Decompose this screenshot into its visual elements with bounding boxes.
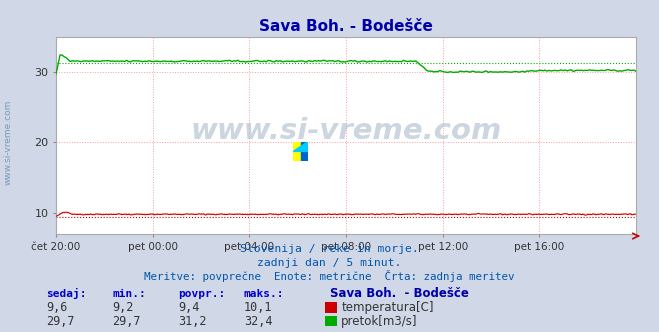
Text: Sava Boh.  - Bodešče: Sava Boh. - Bodešče (330, 287, 469, 300)
Text: 10,1: 10,1 (244, 301, 272, 314)
Bar (293, 142, 301, 161)
Text: povpr.:: povpr.: (178, 289, 225, 299)
Text: www.si-vreme.com: www.si-vreme.com (190, 117, 501, 145)
Text: 29,7: 29,7 (46, 315, 74, 328)
Text: zadnji dan / 5 minut.: zadnji dan / 5 minut. (257, 258, 402, 268)
Text: maks.:: maks.: (244, 289, 284, 299)
Text: 32,4: 32,4 (244, 315, 272, 328)
Text: sedaj:: sedaj: (46, 288, 86, 299)
Text: www.si-vreme.com: www.si-vreme.com (3, 100, 13, 186)
Text: 9,4: 9,4 (178, 301, 199, 314)
Text: 9,2: 9,2 (112, 301, 133, 314)
Text: 31,2: 31,2 (178, 315, 206, 328)
Text: min.:: min.: (112, 289, 146, 299)
Title: Sava Boh. - Bodešče: Sava Boh. - Bodešče (259, 19, 433, 34)
Polygon shape (293, 142, 308, 151)
Text: Meritve: povprečne  Enote: metrične  Črta: zadnja meritev: Meritve: povprečne Enote: metrične Črta:… (144, 270, 515, 282)
Text: temperatura[C]: temperatura[C] (341, 301, 434, 314)
Text: 9,6: 9,6 (46, 301, 67, 314)
Bar (301, 142, 308, 161)
Text: pretok[m3/s]: pretok[m3/s] (341, 315, 418, 328)
Text: 29,7: 29,7 (112, 315, 140, 328)
Text: Slovenija / reke in morje.: Slovenija / reke in morje. (240, 244, 419, 254)
